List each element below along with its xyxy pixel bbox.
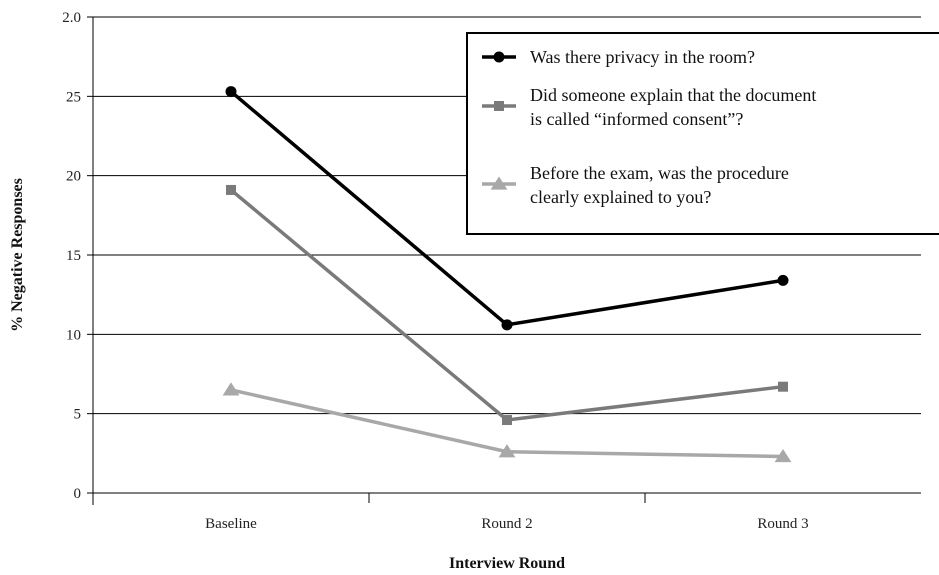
x-axis-title: Interview Round xyxy=(449,555,565,572)
data-point xyxy=(774,448,792,463)
legend: Was there privacy in the room? Did someon… xyxy=(466,32,939,235)
series-1 xyxy=(225,86,789,331)
data-point xyxy=(225,86,237,98)
legend-label: clearly explained to you? xyxy=(530,187,711,207)
data-point xyxy=(226,184,236,195)
legend-entry: Did someone explain that the document is … xyxy=(482,85,816,129)
legend-entry: Was there privacy in the room? xyxy=(482,47,755,67)
x-tick-label: Round 2 xyxy=(481,516,532,532)
legend-box xyxy=(466,32,939,235)
data-point xyxy=(778,381,788,392)
data-point xyxy=(777,274,789,286)
series-2 xyxy=(226,184,788,426)
data-point xyxy=(502,415,512,426)
series-group xyxy=(222,86,792,463)
data-point xyxy=(222,382,240,396)
legend-marker xyxy=(493,51,505,63)
legend-label: Before the exam, was the procedure xyxy=(530,163,789,183)
y-tick-label: 10 xyxy=(66,327,81,343)
y-tick-label: 20 xyxy=(66,169,81,185)
y-axis-ticks: 0 5 10 15 20 25 2.0 xyxy=(62,10,93,502)
y-tick-label: 0 xyxy=(74,486,82,502)
axes xyxy=(92,17,921,505)
data-point xyxy=(498,444,516,458)
y-tick-label: 2.0 xyxy=(62,10,81,26)
x-tick-label: Baseline xyxy=(205,516,257,532)
legend-label: Was there privacy in the room? xyxy=(530,47,755,67)
x-axis-ticks: Baseline Round 2 Round 3 xyxy=(205,493,809,532)
legend-marker xyxy=(494,101,504,111)
series-3 xyxy=(222,382,792,463)
y-tick-label: 15 xyxy=(66,248,81,264)
y-axis-title: % Negative Responses xyxy=(9,178,26,332)
y-tick-label: 25 xyxy=(66,89,81,105)
data-point xyxy=(501,319,513,331)
x-tick-label: Round 3 xyxy=(757,516,808,532)
legend-marker xyxy=(490,176,508,190)
legend-entry: Before the exam, was the procedure clearl… xyxy=(482,163,789,207)
legend-label: is called “informed consent”? xyxy=(530,109,743,129)
y-tick-label: 5 xyxy=(74,407,82,423)
legend-label: Did someone explain that the document xyxy=(530,85,816,105)
